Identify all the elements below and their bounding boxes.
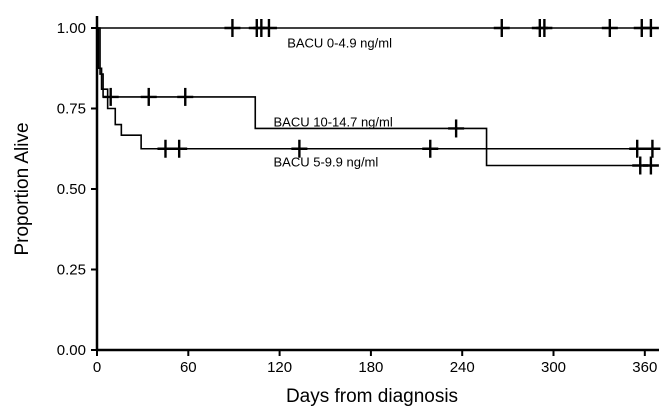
x-tick-label-60: 60 <box>180 359 197 376</box>
y-axis-title: Proportion Alive <box>12 122 33 255</box>
plot-area: BACU 0-4.9 ng/ml BACU 10-14.7 ng/ml BACU 5… <box>97 19 661 175</box>
series-bacu-0-4-9-ng-ml: BACU 0-4.9 ng/ml <box>97 19 659 50</box>
x-tick-label-180: 180 <box>358 359 383 376</box>
series-label: BACU 5-9.9 ng/ml <box>274 155 379 170</box>
y-tick-label-2: 0.50 <box>57 181 86 198</box>
x-tick-label-360: 360 <box>632 359 657 376</box>
axes <box>95 16 659 352</box>
y-tick-label-0: 0.00 <box>57 342 86 359</box>
survival-curve <box>97 27 656 150</box>
series-label: BACU 10-14.7 ng/ml <box>274 114 393 129</box>
y-tick-label-1: 0.25 <box>57 262 86 279</box>
x-tick-label-240: 240 <box>450 359 475 376</box>
x-tick-label-300: 300 <box>541 359 566 376</box>
series-label: BACU 0-4.9 ng/ml <box>287 35 392 50</box>
y-tick-label-4: 1.00 <box>57 20 86 37</box>
series-bacu-10-14-7-ng-ml: BACU 10-14.7 ng/ml <box>97 27 659 175</box>
y-tick-label-3: 0.75 <box>57 101 86 118</box>
series-bacu-5-9-9-ng-ml: BACU 5-9.9 ng/ml <box>97 27 661 170</box>
x-axis-title: Days from diagnosis <box>286 386 458 407</box>
x-tick-label-0: 0 <box>93 359 101 376</box>
ticks: 0 60 120 180 240 300 360 0.00 0.25 0.50 0.75 1.00 <box>57 20 658 376</box>
x-tick-label-120: 120 <box>267 359 292 376</box>
